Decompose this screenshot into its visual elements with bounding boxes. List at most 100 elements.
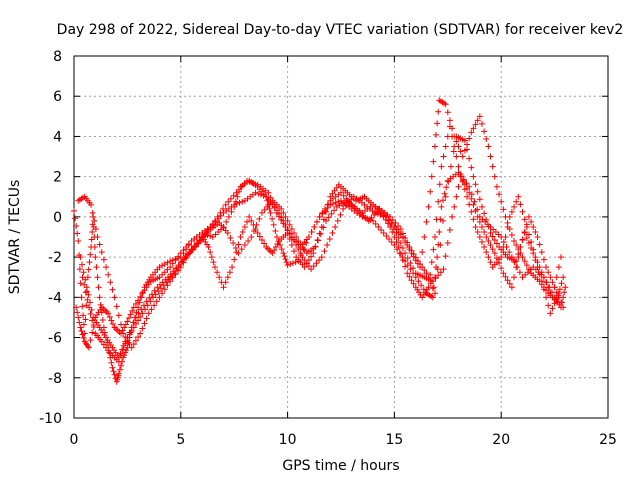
data-point-marker xyxy=(375,223,382,230)
data-point-marker xyxy=(105,347,112,354)
data-point-marker xyxy=(235,241,242,248)
data-point-marker xyxy=(348,196,355,203)
data-point-marker xyxy=(308,253,315,260)
data-point-marker xyxy=(250,227,257,234)
data-point-marker xyxy=(160,282,167,289)
data-point-marker xyxy=(128,344,135,351)
data-point-marker xyxy=(439,197,446,204)
data-point-marker xyxy=(468,129,475,136)
data-point-marker xyxy=(519,274,526,281)
data-point-marker xyxy=(135,334,142,341)
data-point-marker xyxy=(272,244,279,251)
data-point-marker xyxy=(80,321,87,328)
data-point-marker xyxy=(528,245,535,252)
data-point-marker xyxy=(561,289,568,296)
data-point-marker xyxy=(324,201,331,208)
data-point-marker xyxy=(256,215,263,222)
data-point-marker xyxy=(282,213,289,220)
data-point-marker xyxy=(78,294,85,301)
data-point-marker xyxy=(82,316,89,323)
data-point-marker xyxy=(325,201,332,208)
data-point-marker xyxy=(474,188,481,195)
data-point-marker xyxy=(402,263,409,270)
data-point-marker xyxy=(130,319,137,326)
data-point-marker xyxy=(208,254,215,261)
data-point-marker xyxy=(177,250,184,257)
data-point-marker xyxy=(174,266,181,273)
data-point-marker xyxy=(151,287,158,294)
data-point-marker xyxy=(73,222,80,229)
data-point-marker xyxy=(228,208,235,215)
data-point-marker xyxy=(138,306,145,313)
data-point-marker xyxy=(492,228,499,235)
data-point-marker xyxy=(214,213,221,220)
data-point-marker xyxy=(340,205,347,212)
data-point-marker xyxy=(368,214,375,221)
data-point-marker xyxy=(175,253,182,260)
data-point-marker xyxy=(321,248,328,255)
data-point-marker xyxy=(549,294,556,301)
data-point-marker xyxy=(80,269,87,276)
x-axis-label: GPS time / hours xyxy=(282,458,399,474)
data-point-marker xyxy=(235,250,242,257)
data-point-marker xyxy=(278,205,285,212)
data-point-marker xyxy=(239,228,246,235)
data-point-marker xyxy=(543,279,550,286)
data-point-marker xyxy=(545,302,552,309)
data-point-marker xyxy=(232,198,239,205)
data-point-marker xyxy=(161,269,168,276)
data-point-marker xyxy=(395,244,402,251)
data-point-marker xyxy=(493,255,500,262)
data-point-marker xyxy=(90,213,97,220)
data-point-marker xyxy=(517,244,524,251)
data-point-marker xyxy=(430,246,437,253)
data-point-marker xyxy=(269,215,276,222)
data-point-marker xyxy=(130,341,137,348)
data-point-marker xyxy=(90,323,97,330)
x-tick-label: 25 xyxy=(599,432,617,448)
data-point-marker xyxy=(515,251,522,258)
data-point-marker xyxy=(308,266,315,273)
data-point-marker xyxy=(301,264,308,271)
data-point-marker xyxy=(301,257,308,264)
data-point-marker xyxy=(97,301,104,308)
data-point-marker xyxy=(491,237,498,244)
data-point-marker xyxy=(440,266,447,273)
data-point-marker xyxy=(255,190,262,197)
data-point-marker xyxy=(519,208,526,215)
data-point-marker xyxy=(286,221,293,228)
data-point-marker xyxy=(331,187,338,194)
data-point-marker xyxy=(431,143,438,150)
data-point-marker xyxy=(438,163,445,170)
data-point-marker xyxy=(273,234,280,240)
data-point-marker xyxy=(397,225,404,232)
data-point-marker xyxy=(547,310,554,317)
data-point-marker xyxy=(124,334,131,341)
data-point-marker xyxy=(523,262,530,269)
data-point-marker xyxy=(272,227,279,234)
data-point-marker xyxy=(169,260,176,267)
y-tick-label: 2 xyxy=(53,170,62,186)
data-point-marker xyxy=(395,222,402,229)
data-point-marker xyxy=(464,141,471,148)
data-point-marker xyxy=(89,228,96,235)
data-point-marker xyxy=(270,221,277,228)
data-point-marker xyxy=(397,250,404,257)
data-point-marker xyxy=(267,194,274,201)
data-point-marker xyxy=(264,197,271,204)
data-point-marker xyxy=(453,193,460,200)
plot-frame xyxy=(73,55,609,419)
data-point-marker xyxy=(143,284,150,291)
data-point-marker xyxy=(117,321,124,328)
data-point-marker xyxy=(511,238,518,245)
data-point-marker xyxy=(459,153,466,160)
data-point-marker xyxy=(470,201,477,208)
data-point-marker xyxy=(435,108,442,115)
data-point-marker xyxy=(425,203,432,210)
data-point-marker xyxy=(87,310,94,317)
data-point-marker xyxy=(161,286,168,293)
data-point-marker xyxy=(205,244,212,251)
y-tick-label: -8 xyxy=(48,371,62,387)
data-point-marker xyxy=(342,202,349,209)
data-point-marker xyxy=(281,253,288,260)
